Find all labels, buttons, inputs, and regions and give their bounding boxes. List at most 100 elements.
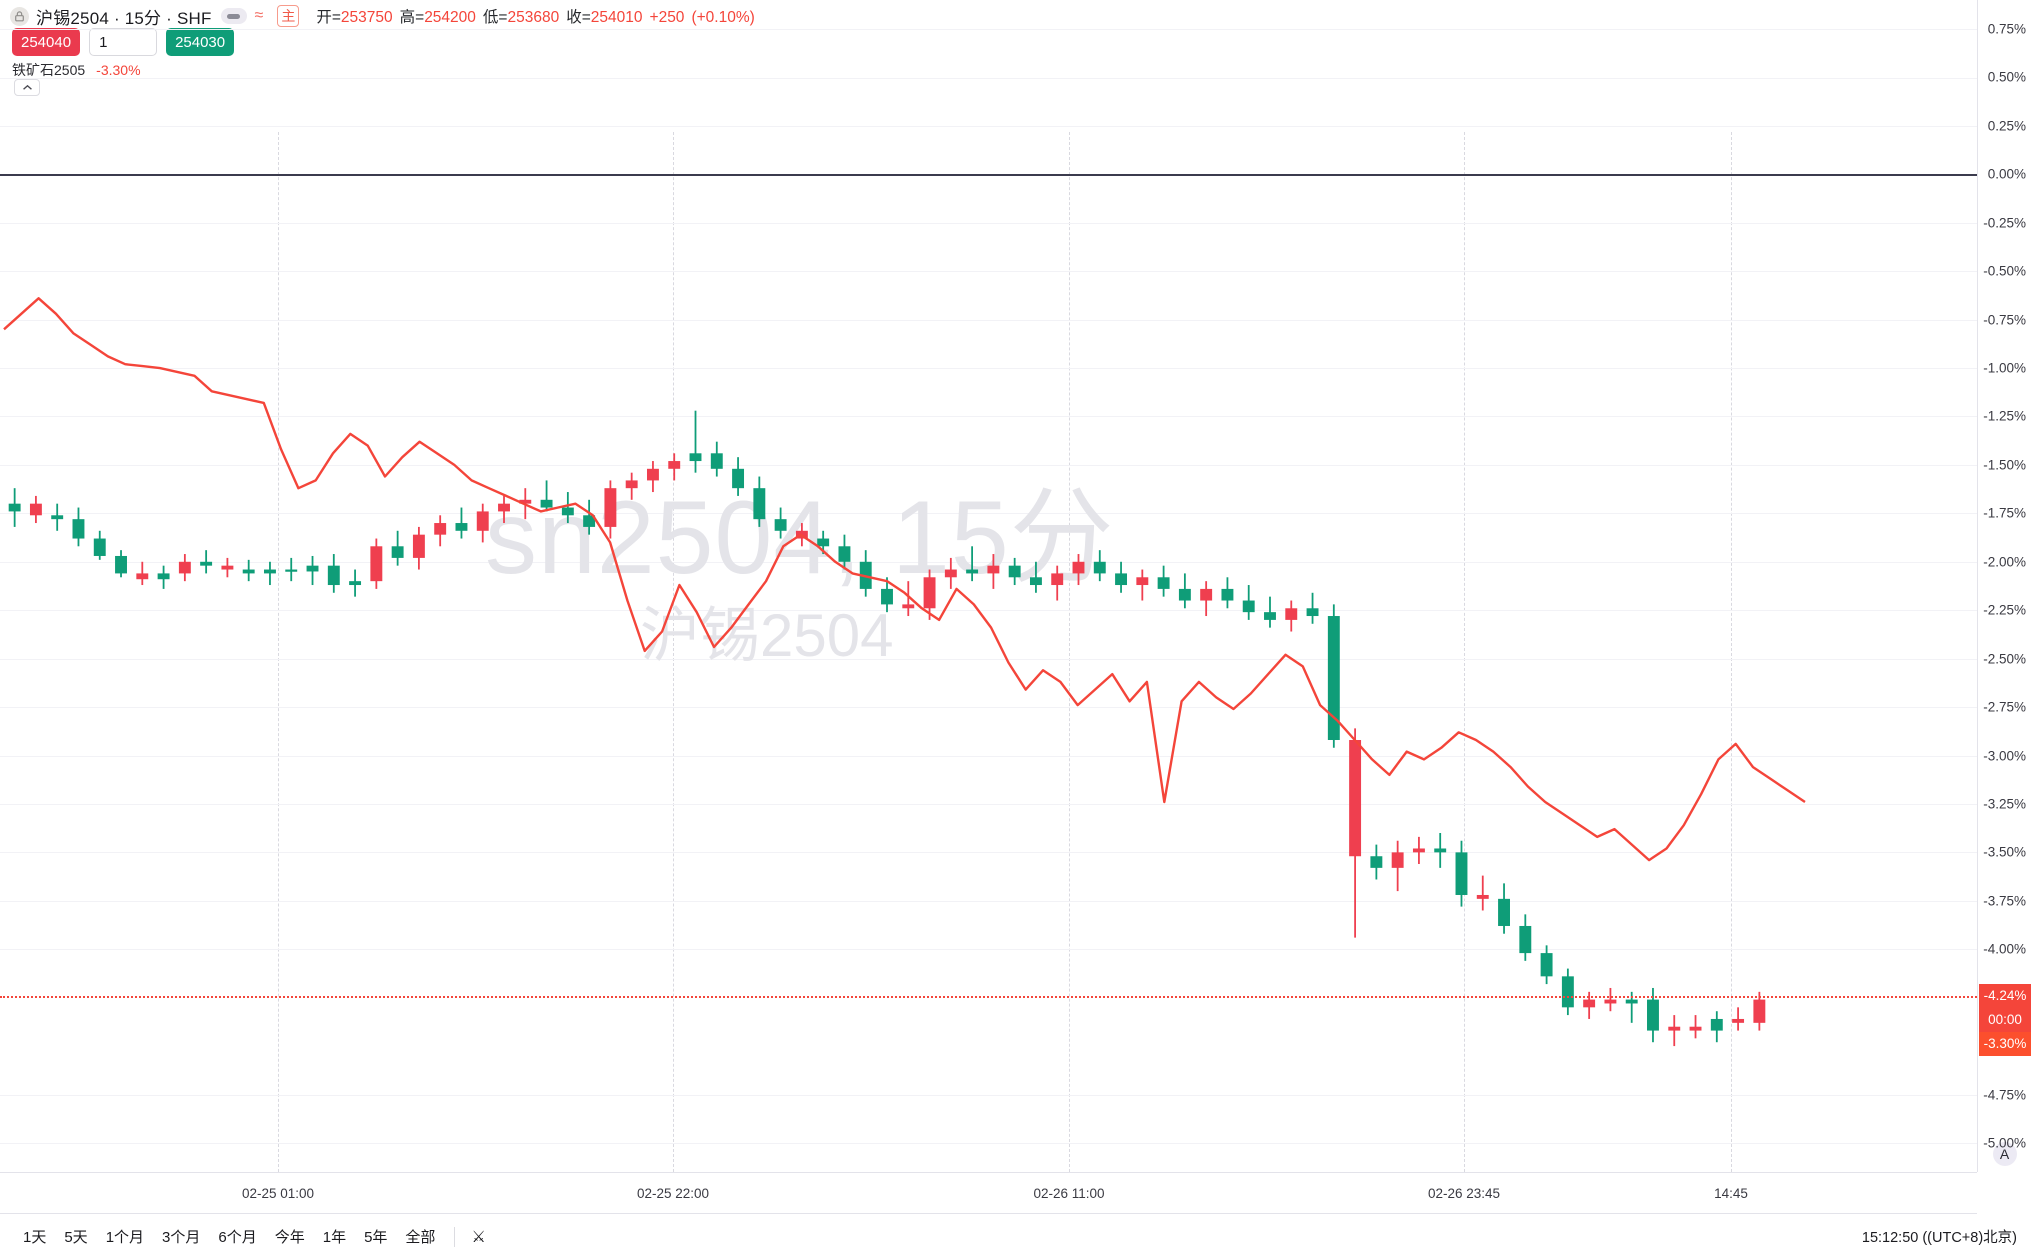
candle-body [1412, 848, 1425, 853]
time-axis-tick: 02-25 01:00 [241, 1186, 315, 1201]
candle-body [753, 488, 766, 520]
candle-body [902, 604, 915, 609]
low-value: 253680 [507, 9, 560, 26]
price-axis-tick: 0.50% [1987, 69, 2026, 85]
candle-body [1051, 573, 1064, 586]
candle-body [583, 515, 596, 527]
candle-body [1178, 588, 1191, 601]
candle-body [604, 488, 617, 527]
candle-body [72, 519, 85, 539]
candle-body [625, 480, 638, 489]
gridline-horizontal [0, 755, 1977, 757]
range-button[interactable]: 5天 [64, 1229, 88, 1246]
calendar-icon[interactable]: ⚔ [471, 1228, 486, 1246]
time-axis[interactable]: 02-25 01:00 02-25 22:00 02-26 11:00 02-26 2… [0, 1172, 1977, 1214]
zero-axis-line [0, 174, 1977, 176]
price-axis-tick: -1.00% [1983, 360, 2026, 376]
gridline-horizontal [0, 319, 1977, 321]
wave-icon[interactable]: ≈ [254, 7, 264, 24]
candle-body [1157, 577, 1170, 589]
price-axis-tick: -2.75% [1983, 699, 2026, 715]
range-button[interactable]: 1年 [322, 1229, 347, 1246]
candle-body [1242, 600, 1255, 613]
candle-body [1072, 561, 1085, 574]
gridline-horizontal [0, 658, 1977, 660]
price-axis-tick: -0.75% [1983, 312, 2026, 328]
range-button[interactable]: 全部 [405, 1229, 436, 1246]
price-axis-tick: -1.50% [1983, 457, 2026, 473]
candle-body [987, 565, 1000, 574]
gridline-horizontal [0, 900, 1977, 902]
candle-body [51, 515, 64, 520]
candle-body [1136, 577, 1149, 586]
range-button[interactable]: 5年 [364, 1229, 388, 1246]
quantity-input[interactable] [89, 28, 158, 56]
ask-price-button[interactable]: 254030 [166, 28, 235, 56]
candle-body [1200, 588, 1213, 601]
gridline-horizontal [0, 610, 1977, 612]
time-axis-tick: 02-26 11:00 [1033, 1186, 1105, 1201]
chart-header: 沪锡2504 · 15分 · SHF ≈ 主 开=253750 高=254200 低… [0, 0, 2031, 132]
axis-logo-icon[interactable]: A [1992, 1142, 2017, 1166]
price-series [3, 297, 1806, 1047]
candle-body [1647, 999, 1659, 1031]
gridline-horizontal [0, 416, 1977, 418]
time-axis-tick: 02-25 22:00 [636, 1186, 710, 1201]
price-axis-tick: -2.25% [1983, 602, 2026, 618]
candle-body [1115, 573, 1128, 586]
gridline-horizontal [0, 271, 1977, 273]
candle-body [1327, 616, 1340, 741]
price-axis-tick: -3.75% [1983, 893, 2026, 909]
time-axis-tick: 02-26 23:45 [1427, 1186, 1501, 1201]
range-button[interactable]: 今年 [274, 1229, 305, 1246]
price-axis-tick: -2.00% [1983, 554, 2026, 570]
candle-body [412, 534, 425, 558]
gridline-vertical [278, 132, 279, 1172]
price-axis-tick: -1.25% [1983, 408, 2026, 424]
candle-style-icon[interactable] [220, 8, 247, 24]
compare-symbol-label[interactable]: 铁矿石2505 [12, 62, 86, 78]
candle-body [838, 546, 851, 562]
candle-body [774, 519, 787, 531]
gridline-vertical [673, 132, 674, 1172]
main-contract-badge[interactable]: 主 [277, 5, 300, 27]
range-selector[interactable]: 1天 5天 1个月 3个月 6个月 今年 1年 5年 全部 ⚔ [14, 1224, 492, 1249]
gridline-horizontal [0, 368, 1977, 370]
range-button[interactable]: 3个月 [162, 1229, 201, 1246]
chevron-up-icon[interactable] [14, 79, 40, 96]
price-axis-tick: -4.00% [1983, 941, 2026, 957]
chart-plot-area[interactable]: sn2504, 15分 沪锡2504 [0, 29, 1977, 1172]
gridline-horizontal [0, 29, 1977, 31]
compare-symbol-row: 铁矿石2505 -3.30% [12, 60, 141, 80]
price-axis[interactable]: A 0.75% 0.50% 0.25% 0.00% -0.25% -0.50% -0.75%… [1977, 0, 2031, 1172]
candle-body [881, 588, 893, 605]
price-axis-tick: -3.50% [1983, 844, 2026, 860]
gridline-horizontal [0, 1142, 1977, 1144]
range-button[interactable]: 1个月 [105, 1229, 145, 1246]
range-button[interactable]: 6个月 [218, 1229, 257, 1246]
candle-body [434, 523, 447, 535]
candle-body [200, 561, 213, 566]
clock-readout: 15:12:50 ((UTC+8)北京) [1861, 1230, 2017, 1246]
gridline-horizontal [0, 125, 1977, 127]
range-button[interactable]: 1天 [23, 1229, 47, 1246]
candle-body [1455, 852, 1468, 895]
candle-body [540, 499, 553, 508]
lock-circle-icon [10, 6, 29, 26]
candle-body [689, 453, 702, 462]
bid-price-button[interactable]: 254040 [12, 28, 81, 56]
price-axis-tick: -0.25% [1983, 215, 2026, 231]
candle-body [370, 546, 383, 582]
candle-body [668, 461, 681, 469]
high-label: 高= [399, 9, 425, 26]
candle-body [264, 569, 276, 574]
candle-body [178, 561, 191, 574]
price-axis-tick: 0.25% [1987, 118, 2026, 134]
close-label: 收= [566, 9, 591, 26]
candle-body [1689, 1026, 1702, 1031]
candle-body [1306, 608, 1319, 617]
price-axis-tick: 0.00% [1987, 166, 2026, 182]
gridline-vertical [1069, 132, 1070, 1172]
gridline-horizontal [0, 77, 1977, 79]
gridline-vertical [1464, 132, 1465, 1172]
